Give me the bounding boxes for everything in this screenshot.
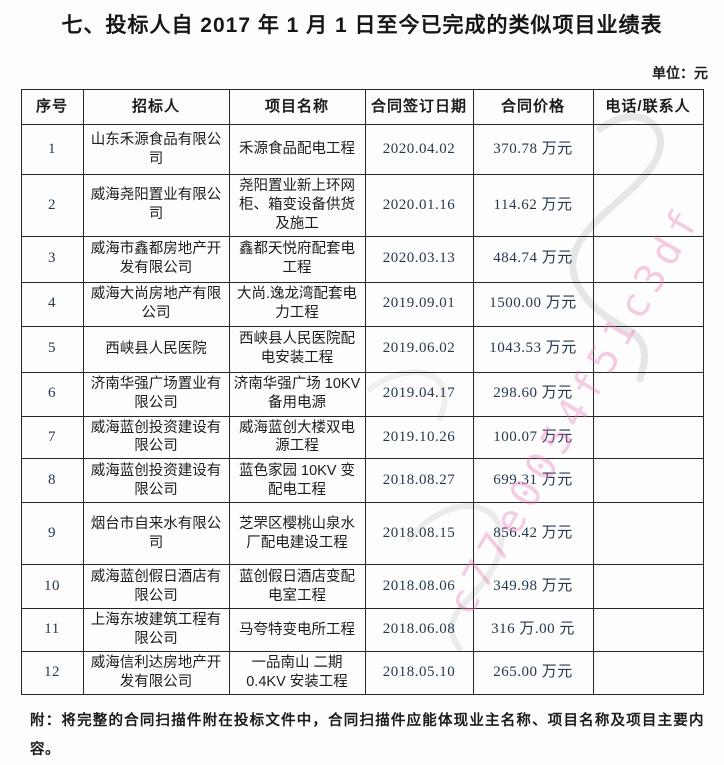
column-header: 项目名称 <box>228 89 366 125</box>
cell-price: 298.60 万元 <box>472 371 594 417</box>
cell-contact <box>592 458 704 504</box>
table-row: 2 威海尧阳置业有限公司 尧阳置业新上环网柜、箱变设备供货及施工 2020.01.16… <box>20 174 704 237</box>
cell-no: 10 <box>20 564 84 610</box>
cell-price: 699.31 万元 <box>472 458 594 504</box>
table-row: 1 山东禾源食品有限公司 禾源食品配电工程 2020.04.02 370.78 万元 <box>20 124 704 175</box>
cell-no: 5 <box>20 325 84 373</box>
cell-date: 2020.01.16 <box>364 174 474 237</box>
column-header: 招标人 <box>82 89 230 125</box>
cell-date: 2018.08.15 <box>364 502 474 566</box>
cell-contact <box>592 281 704 327</box>
table-row: 4 威海大尚房地产有限公司 大尚.逸龙湾配套电力工程 2019.09.01 1500.0… <box>20 281 704 327</box>
cell-no: 3 <box>20 235 84 283</box>
cell-tenderer: 威海蓝创投资建设有限公司 <box>82 458 230 504</box>
cell-project: 芝罘区樱桃山泉水厂配电建设工程 <box>228 502 366 566</box>
cell-contact <box>592 124 704 175</box>
cell-tenderer: 烟台市自来水有限公司 <box>82 502 230 566</box>
cell-price: 370.78 万元 <box>472 124 594 175</box>
page-title: 七、投标人自 2017 年 1 月 1 日至今已完成的类似项目业绩表 <box>61 14 663 37</box>
cell-date: 2018.06.08 <box>364 608 474 652</box>
cell-contact <box>592 371 704 417</box>
table-row: 12 威海信利达房地产开发有限公司 一品南山 二期 0.4KV 安装工程 2018.0… <box>20 650 704 695</box>
cell-no: 9 <box>20 502 84 566</box>
cell-tenderer: 威海大尚房地产有限公司 <box>82 281 230 327</box>
cell-project: 蓝色家园 10KV 变配电工程 <box>228 458 366 504</box>
cell-contact <box>592 608 704 652</box>
cell-project: 大尚.逸龙湾配套电力工程 <box>228 281 366 327</box>
cell-no: 11 <box>20 608 84 652</box>
cell-project: 马夸特变电所工程 <box>228 608 366 652</box>
cell-tenderer: 济南华强广场置业有限公司 <box>82 371 230 417</box>
results-table: 序号 招标人 项目名称 合同签订日期 合同价格 电话/联系人 1 山东禾源食品有限公司 禾源食… <box>20 89 704 695</box>
cell-contact <box>592 650 704 695</box>
cell-tenderer: 威海信利达房地产开发有限公司 <box>82 650 230 695</box>
cell-project: 一品南山 二期 0.4KV 安装工程 <box>228 650 366 695</box>
cell-project: 禾源食品配电工程 <box>228 124 366 175</box>
cell-contact <box>592 564 704 610</box>
cell-tenderer: 威海蓝创投资建设有限公司 <box>82 415 230 460</box>
cell-contact <box>592 174 704 237</box>
cell-project: 威海蓝创大楼双电源工程 <box>228 415 366 460</box>
cell-price: 856.42 万元 <box>472 502 594 566</box>
cell-project: 西峡县人民医院配电安装工程 <box>228 325 366 373</box>
cell-no: 8 <box>20 458 84 504</box>
column-header: 序号 <box>20 89 84 125</box>
footnote: 附：将完整的合同扫描件附在投标文件中，合同扫描件应能体现业主名称、项目名称及项目… <box>30 712 704 758</box>
cell-date: 2018.05.10 <box>364 650 474 695</box>
cell-price: 316 万.00 元 <box>472 608 594 652</box>
cell-price: 1500.00 万元 <box>472 281 594 327</box>
cell-contact <box>592 502 704 566</box>
column-header: 合同签订日期 <box>364 89 474 125</box>
cell-tenderer: 西峡县人民医院 <box>82 325 230 373</box>
header-row: 序号 招标人 项目名称 合同签订日期 合同价格 电话/联系人 <box>20 89 704 125</box>
cell-no: 12 <box>20 650 84 695</box>
table-row: 5 西峡县人民医院 西峡县人民医院配电安装工程 2019.06.02 1043.53 万… <box>20 325 704 373</box>
column-header: 合同价格 <box>472 89 594 125</box>
cell-date: 2019.09.01 <box>364 281 474 327</box>
cell-date: 2018.08.06 <box>364 564 474 610</box>
cell-tenderer: 威海蓝创假日酒店有限公司 <box>82 564 230 610</box>
cell-date: 2019.04.17 <box>364 371 474 417</box>
cell-date: 2020.04.02 <box>364 124 474 175</box>
cell-no: 2 <box>20 174 84 237</box>
cell-price: 484.74 万元 <box>472 235 594 283</box>
cell-contact <box>592 325 704 373</box>
cell-tenderer: 威海尧阳置业有限公司 <box>82 174 230 237</box>
cell-tenderer: 上海东坡建筑工程有限公司 <box>82 608 230 652</box>
table-row: 10 威海蓝创假日酒店有限公司 蓝创假日酒店变配电室工程 2018.08.06 349.… <box>20 564 704 610</box>
cell-date: 2020.03.13 <box>364 235 474 283</box>
cell-no: 6 <box>20 371 84 417</box>
cell-date: 2019.06.02 <box>364 325 474 373</box>
table-row: 6 济南华强广场置业有限公司 济南华强广场 10KV 备用电源 2019.04.17 2… <box>20 371 704 417</box>
column-header: 电话/联系人 <box>592 89 704 125</box>
cell-project: 鑫都天悦府配套电工程 <box>228 235 366 283</box>
table-row: 9 烟台市自来水有限公司 芝罘区樱桃山泉水厂配电建设工程 2018.08.15 856.… <box>20 502 704 566</box>
cell-tenderer: 威海市鑫都房地产开发有限公司 <box>82 235 230 283</box>
cell-project: 尧阳置业新上环网柜、箱变设备供货及施工 <box>228 174 366 237</box>
cell-date: 2018.08.27 <box>364 458 474 504</box>
cell-no: 4 <box>20 281 84 327</box>
table-row: 8 威海蓝创投资建设有限公司 蓝色家园 10KV 变配电工程 2018.08.27 69… <box>20 458 704 504</box>
table-row: 7 威海蓝创投资建设有限公司 威海蓝创大楼双电源工程 2019.10.26 100.07… <box>20 415 704 460</box>
cell-contact <box>592 415 704 460</box>
document-page: 七、投标人自 2017 年 1 月 1 日至今已完成的类似项目业绩表 单位：元 … <box>0 9 724 758</box>
table-row: 11 上海东坡建筑工程有限公司 马夸特变电所工程 2018.06.08 316 万.00… <box>20 608 704 652</box>
table-row: 3 威海市鑫都房地产开发有限公司 鑫都天悦府配套电工程 2020.03.13 484.7… <box>20 235 704 283</box>
cell-project: 蓝创假日酒店变配电室工程 <box>228 564 366 610</box>
cell-price: 114.62 万元 <box>472 174 594 237</box>
cell-price: 349.98 万元 <box>472 564 594 610</box>
cell-price: 1043.53 万元 <box>472 325 594 373</box>
cell-no: 1 <box>20 124 84 175</box>
cell-date: 2019.10.26 <box>364 415 474 460</box>
cell-price: 265.00 万元 <box>472 650 594 695</box>
cell-no: 7 <box>20 415 84 460</box>
cell-project: 济南华强广场 10KV 备用电源 <box>228 371 366 417</box>
cell-contact <box>592 235 704 283</box>
unit-label: 单位：元 <box>652 65 708 81</box>
cell-tenderer: 山东禾源食品有限公司 <box>82 124 230 175</box>
cell-price: 100.07 万元 <box>472 415 594 460</box>
